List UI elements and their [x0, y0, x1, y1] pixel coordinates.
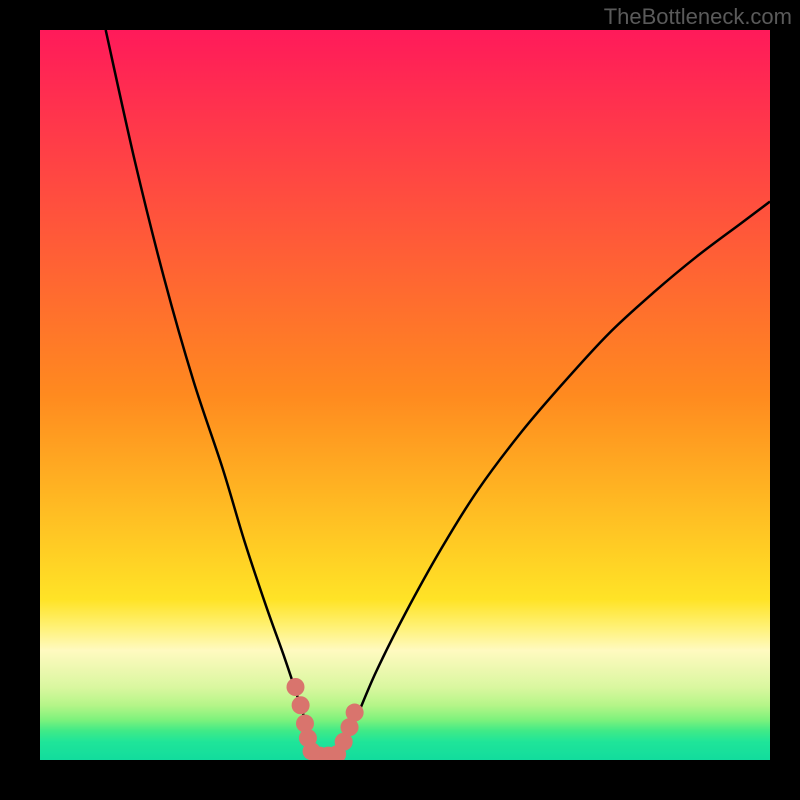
plot-area — [40, 30, 770, 760]
watermark-text: TheBottleneck.com — [604, 4, 792, 30]
marker-group — [287, 678, 364, 760]
curve-left-branch — [106, 30, 309, 731]
curve-right-branch — [339, 202, 770, 753]
curve-layer — [40, 30, 770, 760]
data-marker — [292, 696, 310, 714]
data-marker — [287, 678, 305, 696]
data-marker — [346, 704, 364, 722]
chart-frame: TheBottleneck.com — [0, 0, 800, 800]
